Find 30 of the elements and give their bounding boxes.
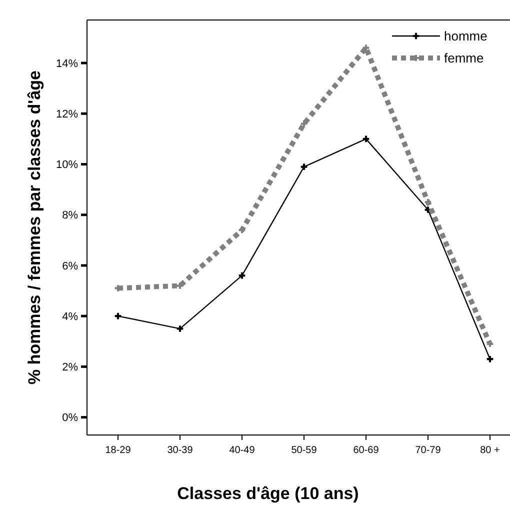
x-tick-label: 40-49 [229,445,256,456]
legend-label: homme [444,28,488,44]
y-tick-label: 4% [62,310,78,323]
y-tick-label: 14% [56,58,78,70]
y-axis-title: % hommes / femmes par classes d'âge [25,70,44,384]
y-tick-label: 0% [62,412,78,424]
x-axis-title: Classes d'âge (10 ans) [177,484,359,503]
legend-label: femme [444,50,484,66]
point [238,226,246,234]
x-tick-label: 50-59 [291,445,318,456]
point [238,272,246,279]
y-tick-label: 2% [62,362,78,374]
x-tick-label: 60-69 [353,445,380,456]
y-tick-label: 8% [62,210,78,222]
point [362,44,370,51]
x-tick-label: 18-29 [105,445,132,456]
point [424,199,432,206]
x-tick-label: 30-39 [167,445,194,456]
point [486,356,494,362]
y-tick-label: 6% [62,260,78,272]
y-tick-label: 12% [56,108,78,120]
point [176,282,184,289]
point [300,120,308,127]
point [300,164,308,170]
point [114,312,122,320]
x-tick-label: 80 + [480,445,500,456]
point [362,136,370,142]
point [176,326,184,332]
x-tick-label: 70-79 [415,445,442,456]
y-tick-label: 10% [56,159,78,172]
